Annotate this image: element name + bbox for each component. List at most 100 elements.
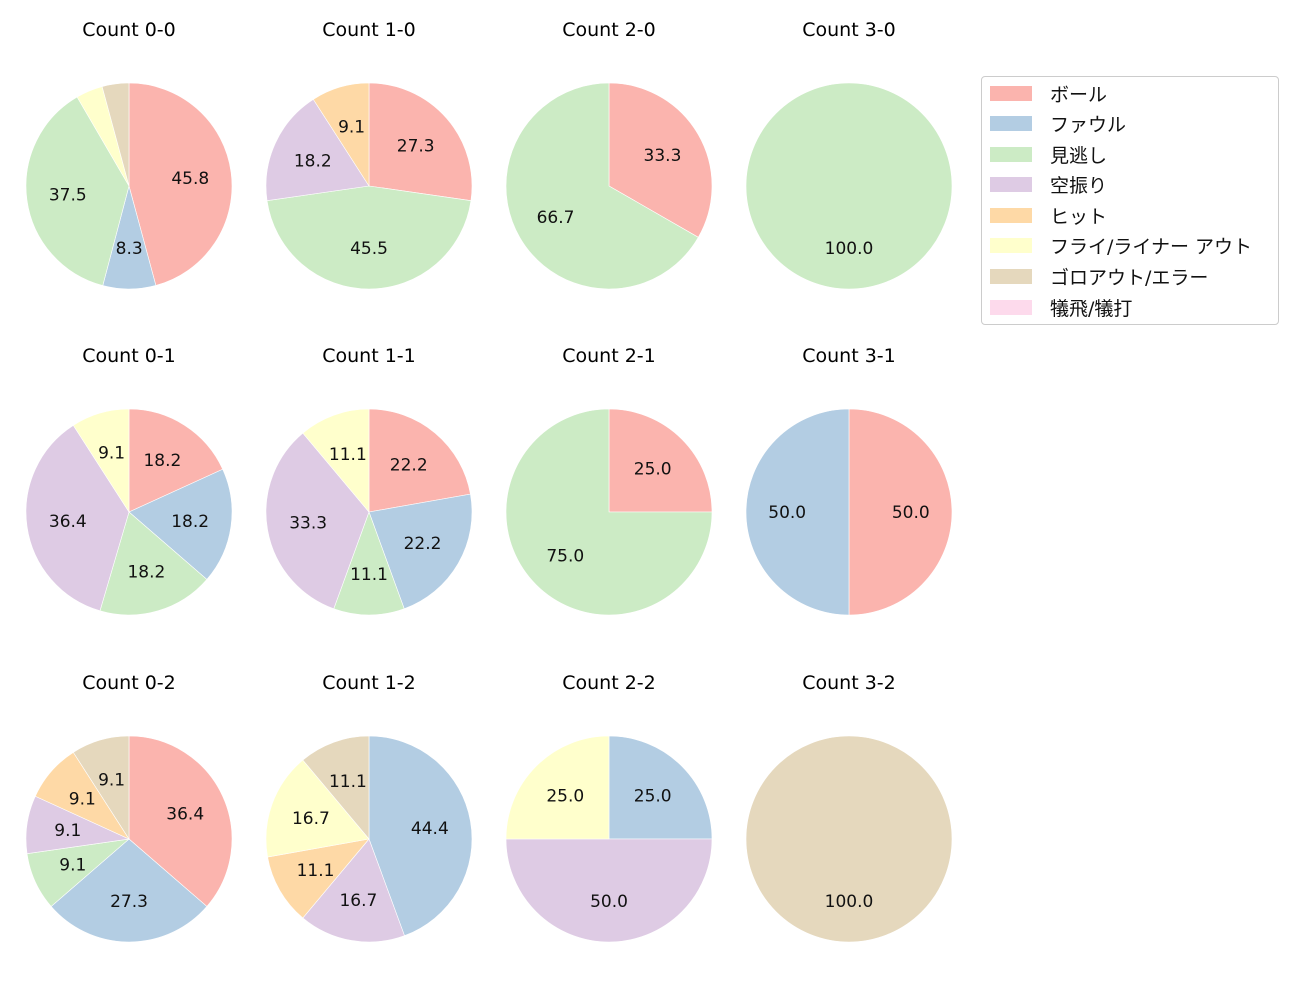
pie-slice bbox=[505, 408, 713, 616]
pie-value-label: 33.3 bbox=[289, 514, 327, 534]
pie-title: Count 3-2 bbox=[802, 672, 896, 694]
legend-label: フライ/ライナー アウト bbox=[1050, 235, 1253, 258]
pie-value-label: 75.0 bbox=[546, 547, 584, 567]
pie-value-label: 11.1 bbox=[329, 772, 367, 792]
legend-item-sacrifice: 犠飛/犠打 bbox=[990, 293, 1132, 321]
pie-slice bbox=[368, 493, 473, 610]
pie-count-2-2: Count 2-2 25.0 50.0 25.0 bbox=[505, 672, 713, 943]
pie-count-0-2: Count 0-236.427.39.19.19.19.1 bbox=[25, 672, 233, 943]
pie-value-label: 18.2 bbox=[143, 451, 181, 471]
pie-slice bbox=[608, 82, 713, 238]
legend-swatch bbox=[990, 268, 1032, 284]
pie-value-label: 9.1 bbox=[98, 444, 125, 464]
pie-value-label: 16.7 bbox=[339, 891, 377, 911]
pie-slice bbox=[505, 838, 713, 943]
pie-title: Count 0-1 bbox=[82, 345, 176, 367]
pie-value-label: 45.5 bbox=[350, 239, 388, 259]
pie-value-label: 25.0 bbox=[634, 786, 672, 806]
pie-slice bbox=[302, 735, 370, 840]
legend-label: ボール bbox=[1050, 83, 1108, 106]
pie-title: Count 3-0 bbox=[802, 19, 896, 41]
pie-slice bbox=[128, 82, 233, 286]
pie-title: Count 2-2 bbox=[562, 672, 656, 694]
pie-value-label: 8.3 bbox=[116, 239, 143, 259]
legend-item-called-strike: 見逃し bbox=[990, 140, 1107, 168]
pie-value-label: 66.7 bbox=[537, 208, 575, 228]
pie-slice bbox=[101, 82, 130, 187]
legend-swatch bbox=[990, 115, 1032, 131]
pie-title: Count 2-1 bbox=[562, 345, 656, 367]
legend-label: 犠飛/犠打 bbox=[1050, 297, 1133, 320]
pie-value-label: 18.2 bbox=[127, 562, 165, 582]
legend-item-fly-liner-out: フライ/ライナー アウト bbox=[990, 231, 1252, 259]
pie-count-2-0: Count 2-0 33.3 66.7 bbox=[505, 19, 713, 290]
pie-title: Count 1-1 bbox=[322, 345, 416, 367]
pie-value-label: 27.3 bbox=[110, 892, 148, 912]
pie-value-label: 16.7 bbox=[292, 809, 330, 829]
pie-slice bbox=[265, 432, 370, 610]
pie-slice bbox=[505, 82, 699, 290]
pie-value-label: 9.1 bbox=[338, 118, 365, 138]
pie-slice bbox=[265, 98, 370, 201]
pie-value-label: 25.0 bbox=[546, 786, 584, 806]
pie-slice bbox=[848, 408, 953, 616]
pie-title: Count 3-1 bbox=[802, 345, 896, 367]
pie-slice bbox=[745, 408, 850, 616]
pie-value-label: 100.0 bbox=[825, 892, 874, 912]
legend-label: ゴロアウト/エラー bbox=[1050, 266, 1209, 289]
pie-value-label: 9.1 bbox=[54, 821, 81, 841]
pie-value-label: 11.1 bbox=[329, 445, 367, 465]
pie-slice bbox=[745, 735, 953, 943]
legend-swatch bbox=[990, 237, 1032, 253]
pie-slice bbox=[608, 408, 713, 513]
pie-title: Count 0-0 bbox=[82, 19, 176, 41]
pie-slice bbox=[368, 82, 473, 201]
pie-value-label: 25.0 bbox=[634, 459, 672, 479]
pie-count-2-1: Count 2-1 25.0 75.0 bbox=[505, 345, 713, 616]
pie-slice bbox=[265, 759, 370, 858]
pie-value-label: 22.2 bbox=[390, 456, 428, 476]
pie-value-label: 36.4 bbox=[49, 512, 87, 532]
pie-value-label: 11.1 bbox=[350, 565, 388, 585]
pie-slice bbox=[368, 735, 473, 937]
legend-swatch bbox=[990, 85, 1032, 101]
pie-value-label: 100.0 bbox=[825, 239, 874, 259]
pie-slice bbox=[128, 468, 233, 580]
legend-label: 見逃し bbox=[1050, 144, 1108, 167]
legend-item-swinging-strike: 空振り bbox=[990, 170, 1107, 198]
pie-value-label: 37.5 bbox=[49, 185, 87, 205]
pie-title: Count 1-0 bbox=[322, 19, 416, 41]
legend-item-hit: ヒット bbox=[990, 201, 1107, 229]
pie-count-3-2: Count 3-2 100.0 bbox=[745, 672, 953, 943]
pie-slice bbox=[128, 408, 224, 513]
pie-count-3-0: Count 3-0 100.0 bbox=[745, 19, 953, 290]
legend-label: ヒット bbox=[1050, 205, 1108, 228]
pie-slice bbox=[302, 408, 370, 513]
pie-value-label: 33.3 bbox=[644, 146, 682, 166]
pie-slice bbox=[333, 511, 405, 616]
legend-swatch bbox=[990, 207, 1032, 223]
pie-slice bbox=[25, 424, 130, 612]
pie-value-label: 11.1 bbox=[297, 861, 335, 881]
pie-slice bbox=[25, 96, 130, 286]
pie-value-label: 9.1 bbox=[98, 771, 125, 791]
pie-count-0-0: Count 0-0 45.8 8.3 37.5 bbox=[25, 19, 233, 290]
pie-slice bbox=[266, 185, 472, 290]
pie-value-label: 27.3 bbox=[397, 137, 435, 157]
legend-label: ファウル bbox=[1050, 113, 1127, 136]
pie-slice bbox=[368, 408, 471, 513]
pie-slice bbox=[267, 838, 370, 919]
legend-swatch bbox=[990, 146, 1032, 162]
pie-value-label: 44.4 bbox=[411, 819, 449, 839]
pie-slice bbox=[50, 838, 208, 943]
pie-value-label: 50.0 bbox=[892, 503, 930, 523]
pie-count-3-1: Count 3-1 50.0 50.0 bbox=[745, 345, 953, 616]
pie-slice bbox=[128, 735, 233, 907]
pie-slice bbox=[505, 735, 610, 840]
pie-count-1-2: Count 1-244.416.711.116.711.1 bbox=[265, 672, 473, 943]
pie-count-0-1: Count 0-1 18.2 18.2 18.2 36.4 9.1 bbox=[25, 345, 233, 616]
pie-count-1-0: Count 1-0 27.3 45.5 18.2 9.1 bbox=[265, 19, 473, 290]
legend: ボール ファウル 見逃し 空振り ヒット フライ/ライナー アウト ゴロアウト/… bbox=[981, 76, 1279, 325]
legend-label: 空振り bbox=[1050, 174, 1108, 197]
